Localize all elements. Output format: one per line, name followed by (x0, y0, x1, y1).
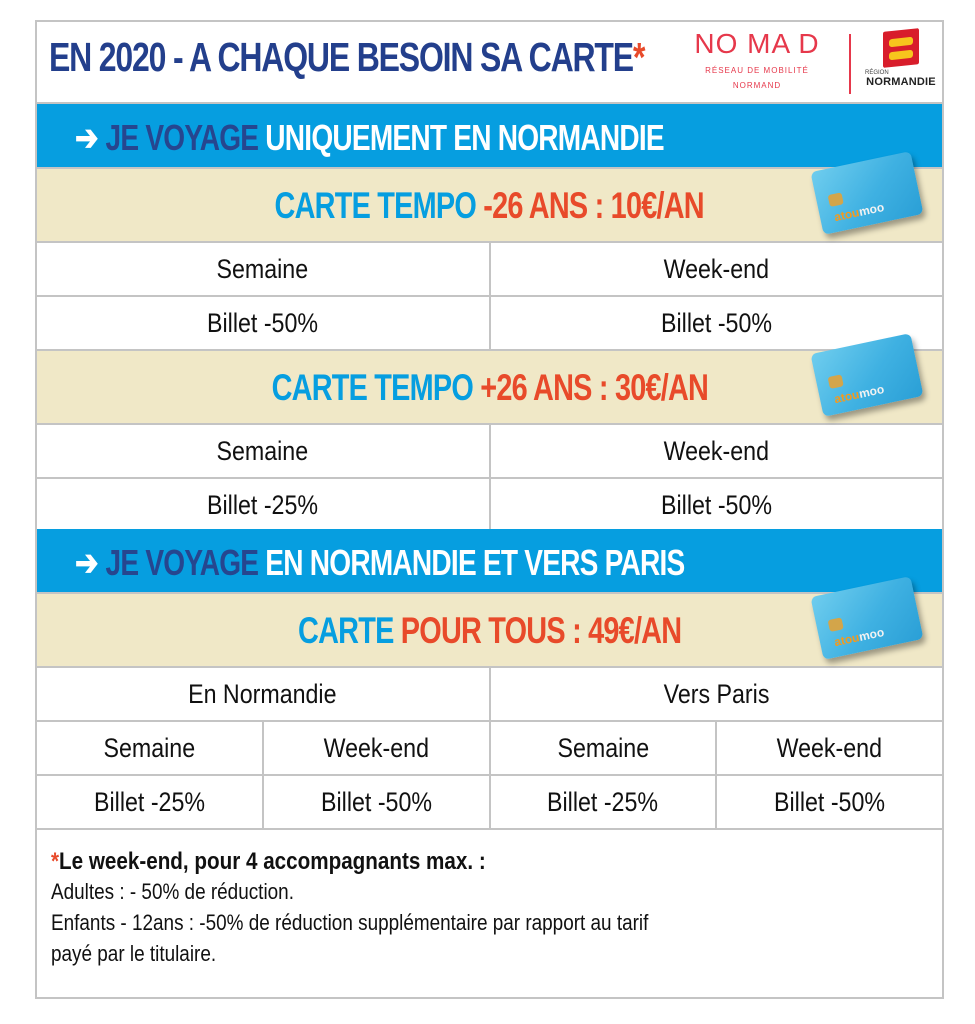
header: EN 2020 - A CHAQUE BESOIN SA CARTE* NO M… (37, 22, 942, 104)
footnote-line: Adultes : - 50% de réduction. (51, 879, 294, 904)
value-normandie-week-end: Billet -50% (264, 776, 491, 828)
card-title-tempo-over-26: CARTE TEMPO +26 ANS : 30€/AN atoumoo (37, 333, 942, 425)
title-text: EN 2020 - A CHAQUE BESOIN SA CARTE (49, 34, 634, 80)
header-semaine: Semaine (491, 722, 718, 774)
card-price: +26 ANS : 30€/AN (479, 367, 709, 408)
normandy-flag-icon (883, 28, 919, 68)
nomad-logo-text: NO MA D (694, 28, 820, 59)
region-label: RÉGION (865, 70, 889, 76)
value-semaine: Billet -25% (37, 479, 491, 531)
arrow-right-icon: ➔ (75, 117, 99, 158)
table-header-row: Semaine Week-end Semaine Week-end (37, 722, 942, 776)
title-asterisk: * (632, 34, 645, 80)
card-title-pour-tous: CARTE POUR TOUS : 49€/AN atoumoo (37, 576, 942, 668)
region-normandie-logo: RÉGION NORMANDIE (863, 28, 939, 88)
footnote-line: payé par le titulaire. (51, 941, 217, 966)
footnote: *Le week-end, pour 4 accompagnants max. … (37, 830, 942, 1000)
fare-card-sheet: EN 2020 - A CHAQUE BESOIN SA CARTE* NO M… (35, 20, 944, 999)
value-week-end: Billet -50% (660, 307, 772, 338)
group-en-normandie: En Normandie (37, 668, 491, 720)
page-title: EN 2020 - A CHAQUE BESOIN SA CARTE* (49, 34, 645, 81)
table-header-row: Semaine Week-end (37, 243, 942, 297)
nomad-subtitle-2: NORMAND (732, 81, 782, 90)
logo-divider (849, 34, 851, 94)
card-name: CARTE TEMPO (271, 367, 473, 408)
section-band-normandie-only: ➔ JE VOYAGE UNIQUEMENT EN NORMANDIE (37, 104, 942, 169)
header-week-end: Week-end (776, 732, 883, 763)
nomad-logo: NO MA D RÉSEAU DE MOBILITÉ NORMAND (682, 28, 832, 90)
card-name: CARTE TEMPO (274, 185, 477, 226)
section-band-normandie-paris: ➔ JE VOYAGE EN NORMANDIE ET VERS PARIS (37, 529, 942, 594)
table-row: Billet -25% Billet -50% (37, 479, 942, 533)
header-semaine: Semaine (37, 243, 491, 295)
table-row: Billet -25% Billet -50% Billet -25% Bill… (37, 776, 942, 830)
card-name: CARTE (297, 610, 394, 651)
table-header-row: Semaine Week-end (37, 425, 942, 479)
group-vers-paris: Vers Paris (663, 678, 770, 709)
footnote-lead: *Le week-end, pour 4 accompagnants max. … (51, 848, 486, 875)
value-paris-semaine: Billet -25% (491, 776, 718, 828)
band-text: UNIQUEMENT EN NORMANDIE (265, 117, 664, 158)
table-group-row: En Normandie Vers Paris (37, 668, 942, 722)
value-normandie-semaine: Billet -25% (37, 776, 264, 828)
footnote-line: Enfants - 12ans : -50% de réduction supp… (51, 910, 649, 935)
region-name: NORMANDIE (866, 76, 936, 88)
header-week-end: Week-end (663, 435, 769, 466)
header-week-end: Week-end (264, 722, 491, 774)
value-paris-week-end: Billet -50% (774, 786, 886, 817)
header-week-end: Week-end (663, 253, 769, 284)
band-highlight: JE VOYAGE (105, 542, 259, 583)
card-price: -26 ANS : 10€/AN (483, 185, 705, 226)
value-semaine: Billet -50% (37, 297, 491, 349)
header-semaine: Semaine (37, 722, 264, 774)
arrow-right-icon: ➔ (75, 542, 99, 583)
table-row: Billet -50% Billet -50% (37, 297, 942, 351)
value-week-end: Billet -50% (660, 489, 772, 520)
header-semaine: Semaine (37, 425, 491, 477)
band-text: EN NORMANDIE ET VERS PARIS (265, 542, 685, 583)
card-price: POUR TOUS : 49€/AN (400, 610, 682, 651)
band-highlight: JE VOYAGE (105, 117, 259, 158)
card-title-tempo-under-26: CARTE TEMPO -26 ANS : 10€/AN atoumoo (37, 151, 942, 243)
nomad-subtitle: RÉSEAU DE MOBILITÉ (705, 66, 809, 75)
